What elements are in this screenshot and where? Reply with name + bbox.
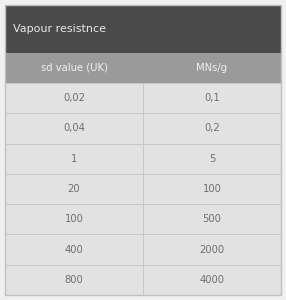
Text: 2000: 2000	[199, 244, 225, 255]
Text: 5: 5	[209, 154, 215, 164]
Text: 0,1: 0,1	[204, 93, 220, 103]
Bar	[5, 5, 281, 53]
Text: sd value (UK): sd value (UK)	[41, 63, 108, 73]
Text: 100: 100	[65, 214, 84, 224]
Text: 0,2: 0,2	[204, 123, 220, 134]
Bar	[5, 144, 281, 174]
Bar	[5, 174, 281, 204]
Text: 0,02: 0,02	[63, 93, 85, 103]
Text: 100: 100	[202, 184, 221, 194]
Text: 800: 800	[65, 275, 84, 285]
Bar	[5, 265, 281, 295]
Bar	[5, 53, 281, 83]
Text: 4000: 4000	[200, 275, 225, 285]
Bar	[5, 204, 281, 234]
Text: 1: 1	[71, 154, 77, 164]
Text: 400: 400	[65, 244, 84, 255]
Text: Vapour resistnce: Vapour resistnce	[13, 24, 106, 34]
Bar	[5, 83, 281, 113]
Text: 0,04: 0,04	[63, 123, 85, 134]
Bar	[5, 113, 281, 144]
Text: MNs/g: MNs/g	[196, 63, 228, 73]
Text: 500: 500	[202, 214, 221, 224]
Text: 20: 20	[68, 184, 80, 194]
Bar	[5, 234, 281, 265]
